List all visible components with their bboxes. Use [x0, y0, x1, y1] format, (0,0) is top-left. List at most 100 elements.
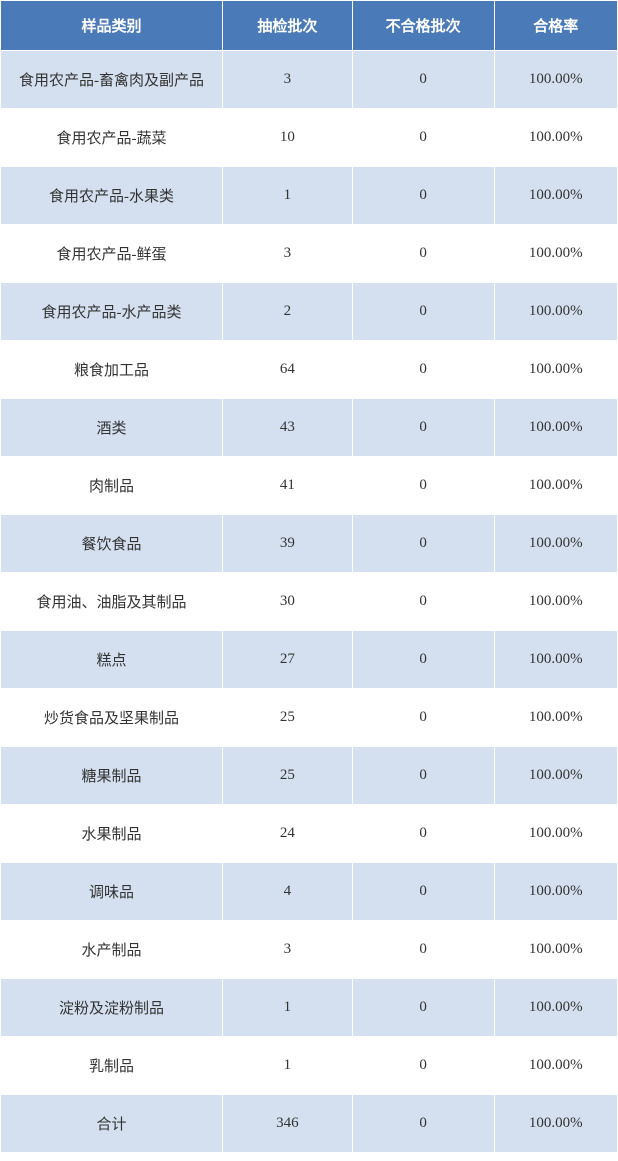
cell-inspect: 1	[223, 167, 353, 225]
cell-category: 食用油、油脂及其制品	[1, 573, 223, 631]
cell-fail: 0	[352, 747, 494, 805]
header-inspect: 抽检批次	[223, 1, 353, 51]
cell-rate: 100.00%	[494, 747, 617, 805]
table-row: 炒货食品及坚果制品250100.00%	[1, 689, 618, 747]
cell-inspect: 64	[223, 341, 353, 399]
cell-category: 粮食加工品	[1, 341, 223, 399]
table-row: 粮食加工品640100.00%	[1, 341, 618, 399]
cell-fail: 0	[352, 51, 494, 109]
cell-rate: 100.00%	[494, 921, 617, 979]
table-header-row: 样品类别 抽检批次 不合格批次 合格率	[1, 1, 618, 51]
cell-rate: 100.00%	[494, 341, 617, 399]
cell-inspect: 2	[223, 283, 353, 341]
cell-inspect: 346	[223, 1095, 353, 1153]
cell-rate: 100.00%	[494, 457, 617, 515]
table-row: 食用农产品-畜禽肉及副产品30100.00%	[1, 51, 618, 109]
cell-fail: 0	[352, 167, 494, 225]
header-fail: 不合格批次	[352, 1, 494, 51]
cell-rate: 100.00%	[494, 1095, 617, 1153]
table-row: 乳制品10100.00%	[1, 1037, 618, 1095]
cell-fail: 0	[352, 979, 494, 1037]
cell-category: 食用农产品-水果类	[1, 167, 223, 225]
table-row: 食用农产品-水果类10100.00%	[1, 167, 618, 225]
cell-fail: 0	[352, 283, 494, 341]
cell-category: 乳制品	[1, 1037, 223, 1095]
cell-rate: 100.00%	[494, 979, 617, 1037]
table-row: 食用农产品-鲜蛋30100.00%	[1, 225, 618, 283]
header-rate: 合格率	[494, 1, 617, 51]
cell-inspect: 1	[223, 1037, 353, 1095]
cell-fail: 0	[352, 573, 494, 631]
table-row: 肉制品410100.00%	[1, 457, 618, 515]
cell-rate: 100.00%	[494, 573, 617, 631]
cell-fail: 0	[352, 515, 494, 573]
cell-inspect: 3	[223, 225, 353, 283]
table-row: 食用农产品-水产品类20100.00%	[1, 283, 618, 341]
cell-category: 食用农产品-蔬菜	[1, 109, 223, 167]
cell-category: 炒货食品及坚果制品	[1, 689, 223, 747]
cell-category: 合计	[1, 1095, 223, 1153]
cell-inspect: 25	[223, 689, 353, 747]
cell-fail: 0	[352, 225, 494, 283]
cell-inspect: 41	[223, 457, 353, 515]
cell-rate: 100.00%	[494, 167, 617, 225]
cell-fail: 0	[352, 457, 494, 515]
cell-category: 糖果制品	[1, 747, 223, 805]
cell-fail: 0	[352, 921, 494, 979]
cell-category: 水产制品	[1, 921, 223, 979]
cell-inspect: 27	[223, 631, 353, 689]
header-category: 样品类别	[1, 1, 223, 51]
table-row: 水果制品240100.00%	[1, 805, 618, 863]
cell-fail: 0	[352, 631, 494, 689]
cell-inspect: 24	[223, 805, 353, 863]
cell-fail: 0	[352, 341, 494, 399]
table-row: 合计3460100.00%	[1, 1095, 618, 1153]
cell-rate: 100.00%	[494, 399, 617, 457]
cell-rate: 100.00%	[494, 109, 617, 167]
table-body: 食用农产品-畜禽肉及副产品30100.00%食用农产品-蔬菜100100.00%…	[1, 51, 618, 1153]
table-row: 糕点270100.00%	[1, 631, 618, 689]
table-row: 淀粉及淀粉制品10100.00%	[1, 979, 618, 1037]
cell-category: 肉制品	[1, 457, 223, 515]
cell-inspect: 25	[223, 747, 353, 805]
cell-fail: 0	[352, 805, 494, 863]
cell-rate: 100.00%	[494, 515, 617, 573]
cell-inspect: 4	[223, 863, 353, 921]
cell-rate: 100.00%	[494, 225, 617, 283]
cell-rate: 100.00%	[494, 631, 617, 689]
table-row: 酒类430100.00%	[1, 399, 618, 457]
cell-fail: 0	[352, 863, 494, 921]
cell-inspect: 43	[223, 399, 353, 457]
cell-fail: 0	[352, 109, 494, 167]
inspection-table: 样品类别 抽检批次 不合格批次 合格率 食用农产品-畜禽肉及副产品30100.0…	[0, 0, 618, 1153]
cell-fail: 0	[352, 1037, 494, 1095]
table-row: 食用农产品-蔬菜100100.00%	[1, 109, 618, 167]
cell-inspect: 10	[223, 109, 353, 167]
cell-fail: 0	[352, 689, 494, 747]
cell-fail: 0	[352, 1095, 494, 1153]
cell-category: 食用农产品-畜禽肉及副产品	[1, 51, 223, 109]
cell-rate: 100.00%	[494, 1037, 617, 1095]
table-row: 调味品40100.00%	[1, 863, 618, 921]
cell-rate: 100.00%	[494, 283, 617, 341]
table-row: 糖果制品250100.00%	[1, 747, 618, 805]
cell-inspect: 3	[223, 51, 353, 109]
cell-rate: 100.00%	[494, 51, 617, 109]
cell-inspect: 30	[223, 573, 353, 631]
table-row: 餐饮食品390100.00%	[1, 515, 618, 573]
cell-category: 食用农产品-鲜蛋	[1, 225, 223, 283]
cell-category: 水果制品	[1, 805, 223, 863]
table-row: 食用油、油脂及其制品300100.00%	[1, 573, 618, 631]
cell-rate: 100.00%	[494, 805, 617, 863]
cell-inspect: 1	[223, 979, 353, 1037]
table-row: 水产制品30100.00%	[1, 921, 618, 979]
cell-fail: 0	[352, 399, 494, 457]
cell-category: 淀粉及淀粉制品	[1, 979, 223, 1037]
cell-rate: 100.00%	[494, 689, 617, 747]
cell-inspect: 39	[223, 515, 353, 573]
cell-inspect: 3	[223, 921, 353, 979]
cell-category: 调味品	[1, 863, 223, 921]
cell-category: 餐饮食品	[1, 515, 223, 573]
cell-category: 食用农产品-水产品类	[1, 283, 223, 341]
cell-rate: 100.00%	[494, 863, 617, 921]
